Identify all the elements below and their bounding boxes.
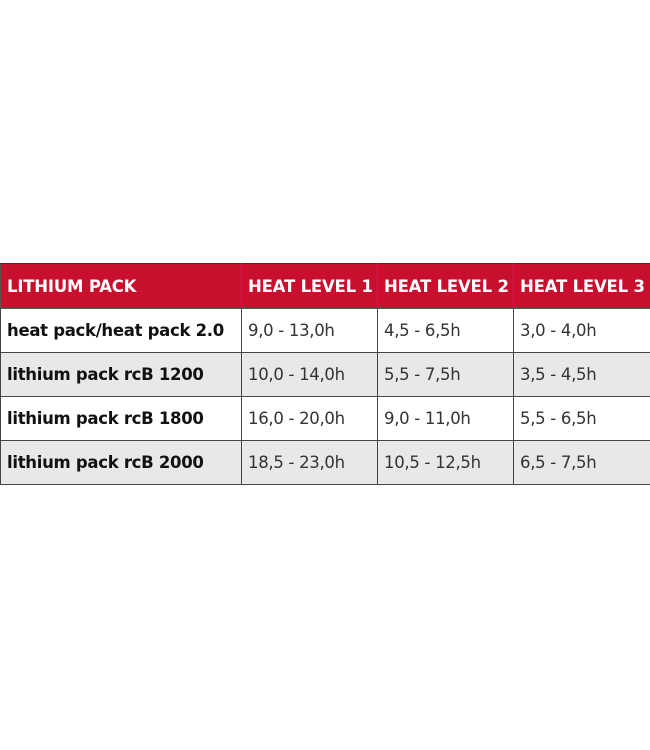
table-row: lithium pack rcB 2000 18,5 - 23,0h 10,5 … (0, 440, 650, 485)
pack-name: heat pack/heat pack 2.0 (0, 308, 242, 353)
pack-name: lithium pack rcB 1800 (0, 396, 242, 441)
pack-name: lithium pack rcB 2000 (0, 440, 242, 485)
cell-level-3: 5,5 - 6,5h (513, 396, 650, 441)
cell-level-2: 10,5 - 12,5h (377, 440, 514, 485)
header-heat-level-2: HEAT LEVEL 2 (377, 263, 514, 309)
runtime-table: LITHIUM PACK HEAT LEVEL 1 HEAT LEVEL 2 H… (0, 263, 650, 485)
cell-level-1: 18,5 - 23,0h (241, 440, 378, 485)
table-row: lithium pack rcB 1200 10,0 - 14,0h 5,5 -… (0, 352, 650, 397)
header-heat-level-3: HEAT LEVEL 3 (513, 263, 650, 309)
pack-name: lithium pack rcB 1200 (0, 352, 242, 397)
header-lithium-pack: LITHIUM PACK (0, 263, 242, 309)
header-row: LITHIUM PACK HEAT LEVEL 1 HEAT LEVEL 2 H… (0, 263, 650, 309)
cell-level-2: 5,5 - 7,5h (377, 352, 514, 397)
cell-level-3: 6,5 - 7,5h (513, 440, 650, 485)
cell-level-2: 9,0 - 11,0h (377, 396, 514, 441)
cell-level-1: 16,0 - 20,0h (241, 396, 378, 441)
table-row: heat pack/heat pack 2.0 9,0 - 13,0h 4,5 … (0, 308, 650, 353)
cell-level-3: 3,5 - 4,5h (513, 352, 650, 397)
cell-level-3: 3,0 - 4,0h (513, 308, 650, 353)
table-row: lithium pack rcB 1800 16,0 - 20,0h 9,0 -… (0, 396, 650, 441)
cell-level-1: 9,0 - 13,0h (241, 308, 378, 353)
header-heat-level-1: HEAT LEVEL 1 (241, 263, 378, 309)
cell-level-1: 10,0 - 14,0h (241, 352, 378, 397)
cell-level-2: 4,5 - 6,5h (377, 308, 514, 353)
